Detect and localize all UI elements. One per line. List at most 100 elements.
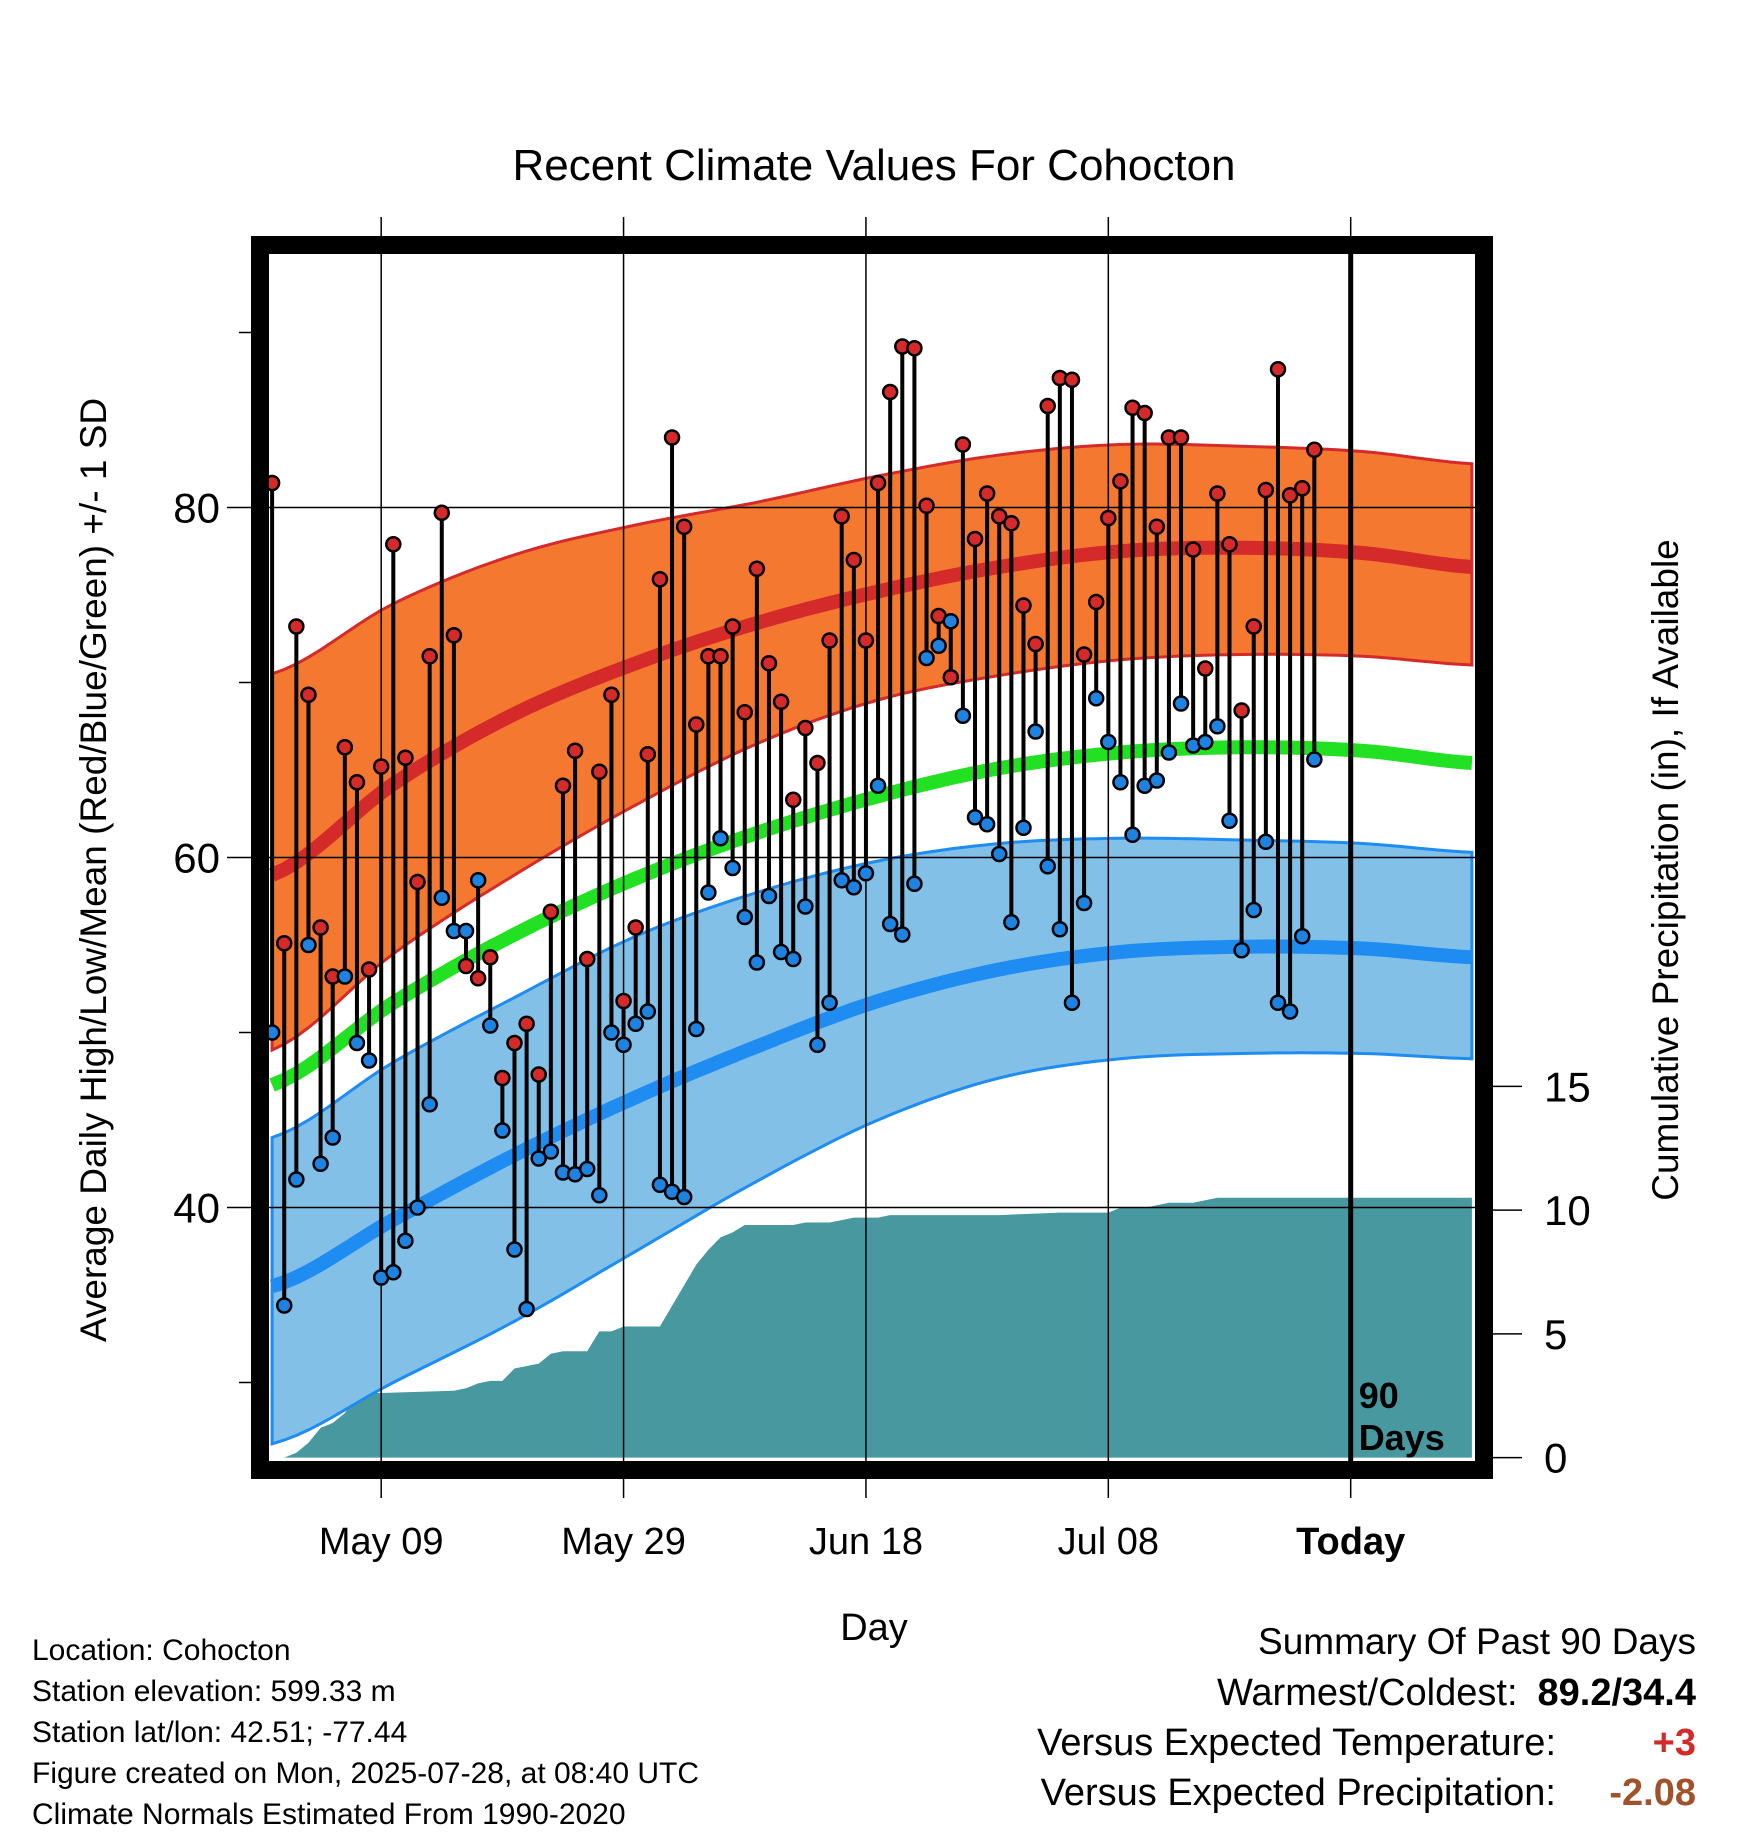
summary-precip-row: Versus Expected Precipitation: -2.08 — [1037, 1768, 1696, 1818]
daily-low-point — [639, 1003, 657, 1020]
daily-high-point — [591, 763, 608, 780]
daily-low-point — [615, 1036, 632, 1053]
summary-temp-label: Versus Expected Temperature: — [1037, 1722, 1556, 1764]
plot-frame — [251, 236, 1493, 1479]
daily-high-point — [494, 1069, 511, 1087]
daily-high-point — [1306, 441, 1323, 458]
daily-low-point — [1039, 858, 1056, 875]
summary-title: Summary Of Past 90 Days — [1258, 1621, 1696, 1662]
daily-low-point — [1100, 733, 1117, 751]
daily-high-point — [1245, 618, 1262, 635]
daily-high-point — [906, 340, 923, 357]
daily-high-point — [336, 739, 354, 756]
summary-precip-label: Versus Expected Precipitation: — [1040, 1772, 1556, 1814]
daily-low-point — [748, 954, 766, 971]
daily-low-point — [869, 777, 887, 794]
daily-high-point — [869, 474, 887, 492]
x-tick-label: Jul 08 — [1058, 1521, 1159, 1563]
today-label-days: Days — [1359, 1417, 1445, 1458]
info-latlon: Station lat/lon: 42.51; -77.44 — [32, 1716, 408, 1749]
y2-axis-label: Cumulative Precipitation (in), If Availa… — [1645, 539, 1686, 1201]
daily-low-point — [736, 908, 754, 926]
daily-high-point — [942, 669, 960, 686]
daily-high-point — [954, 436, 972, 453]
daily-high-point — [566, 742, 584, 759]
daily-low-point — [930, 637, 947, 654]
summary-warmest-row: Warmest/Coldest: 89.2/34.4 — [1037, 1668, 1696, 1718]
daily-low-point — [1257, 833, 1275, 850]
daily-low-point — [1209, 718, 1226, 735]
daily-high-point — [1003, 515, 1020, 532]
daily-high-point — [675, 518, 693, 535]
daily-low-point — [1197, 733, 1214, 751]
daily-low-point — [1269, 994, 1287, 1011]
x-tick-label: May 09 — [319, 1521, 444, 1563]
daily-low-point — [906, 875, 923, 892]
daily-low-point — [772, 943, 790, 961]
daily-low-point — [724, 859, 741, 877]
daily-low-point — [324, 1129, 341, 1146]
daily-low-point — [675, 1188, 693, 1206]
daily-high-point — [1221, 536, 1238, 553]
daily-low-point — [1148, 772, 1166, 789]
daily-low-point — [1015, 819, 1032, 836]
precip-area — [272, 1197, 1472, 1458]
y-tick-label: 40 — [173, 1185, 220, 1232]
x-axis-label: Day — [840, 1607, 908, 1649]
daily-high-point — [1027, 635, 1044, 653]
info-location: Location: Cohocton — [32, 1634, 291, 1667]
daily-high-point — [978, 485, 996, 502]
daily-low-point — [712, 830, 729, 847]
daily-low-point — [433, 889, 451, 906]
daily-low-point — [1281, 1003, 1299, 1020]
x-tick-label: Jun 18 — [809, 1521, 923, 1563]
y-tick-label: 60 — [173, 835, 220, 882]
daily-high-point — [397, 749, 414, 766]
y2-tick-label: 5 — [1544, 1311, 1567, 1358]
daily-low-point — [1112, 774, 1129, 791]
daily-low-point — [397, 1232, 414, 1249]
x-tick-label: Today — [1296, 1521, 1405, 1563]
daily-low-point — [421, 1096, 438, 1113]
daily-high-point — [712, 648, 729, 665]
daily-low-point — [954, 707, 972, 724]
station-info: Location: Cohocton Station elevation: 59… — [32, 1630, 699, 1835]
daily-high-point — [1136, 404, 1153, 422]
daily-low-point — [385, 1264, 402, 1281]
daily-low-point — [809, 1036, 826, 1053]
daily-low-point — [845, 879, 863, 896]
daily-high-point — [578, 950, 596, 968]
daily-high-point — [821, 632, 838, 649]
daily-low-point — [603, 1024, 620, 1041]
daily-high-point — [372, 758, 390, 775]
daily-high-point — [724, 618, 741, 635]
daily-low-point — [1233, 942, 1250, 959]
daily-low-point — [530, 1150, 547, 1167]
y2-tick-label: 15 — [1544, 1063, 1591, 1110]
daily-high-point — [385, 536, 402, 553]
summary-temp-row: Versus Expected Temperature: +3 — [1037, 1718, 1696, 1768]
summary-precip-value: -2.08 — [1609, 1772, 1696, 1814]
daily-low-point — [784, 950, 802, 968]
daily-high-point — [760, 655, 778, 672]
x-tick-label: May 29 — [561, 1521, 686, 1563]
today-label-number: 90 — [1359, 1375, 1399, 1416]
daily-high-point — [1233, 702, 1250, 719]
summary-panel: Summary Of Past 90 Days Warmest/Coldest:… — [1037, 1616, 1696, 1818]
daily-low-point — [409, 1199, 426, 1216]
daily-high-point — [784, 791, 802, 808]
daily-high-point — [918, 497, 935, 514]
low-normal-line — [269, 939, 1473, 1293]
daily-low-point — [760, 887, 778, 905]
daily-low-point — [300, 936, 317, 954]
daily-high-point — [1172, 429, 1190, 446]
daily-high-point — [554, 777, 572, 794]
daily-low-point — [288, 1171, 305, 1188]
daily-low-point — [688, 1020, 705, 1038]
y2-tick-label: 10 — [1544, 1187, 1591, 1234]
daily-high-point — [1112, 473, 1129, 490]
daily-low-point — [312, 1155, 329, 1172]
low-sd-band — [270, 836, 1474, 1446]
daily-high-point — [833, 508, 850, 525]
